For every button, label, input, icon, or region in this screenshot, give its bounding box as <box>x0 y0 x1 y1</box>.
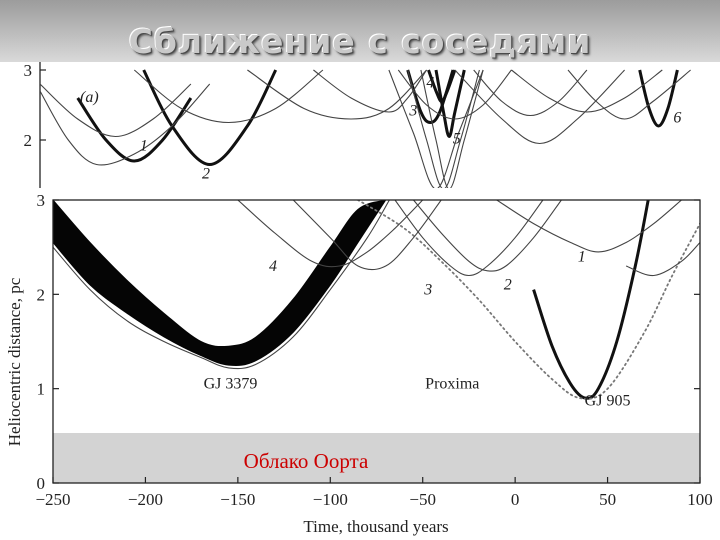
panel-a-curve-5 <box>434 69 466 139</box>
panel-a-curve-11 <box>388 69 484 188</box>
panel-a-curve-17 <box>511 69 663 113</box>
x-tick-label: −100 <box>313 490 348 509</box>
panel-a-curves <box>40 69 691 188</box>
panel-b-curves <box>53 200 700 400</box>
x-tick-label: −150 <box>220 490 255 509</box>
x-tick-label: −50 <box>409 490 436 509</box>
curve-number-label: 3 <box>423 281 432 298</box>
star-name-label: Proxima <box>425 376 479 393</box>
panel-a-curve-8 <box>133 69 324 124</box>
panel-a-curve-18 <box>567 69 691 120</box>
x-tick-label: −250 <box>35 490 70 509</box>
y-tick-label: 2 <box>37 285 46 304</box>
curve-gj-905 <box>532 200 650 400</box>
panel-a-curve-13 <box>420 69 484 188</box>
x-tick-label: 0 <box>511 490 520 509</box>
curve-unlabeled-8 <box>292 200 442 271</box>
curve-3 <box>394 200 544 277</box>
panel-a-y-tick-label: 2 <box>24 131 33 150</box>
y-tick-label: 3 <box>37 191 46 210</box>
y-axis-title: Heliocentric distance, pc <box>5 277 24 446</box>
curve-number-label: 2 <box>504 277 512 294</box>
x-tick-label: 100 <box>687 490 713 509</box>
panel-a-y-ticks: 23 <box>24 61 46 150</box>
curve-proxima <box>357 200 700 400</box>
panel-b-annotations: 1 2 3 4 GJ 3379 Proxima GJ 905 <box>204 248 631 409</box>
panel-a-curve-7 <box>40 83 211 166</box>
x-tick-label: −200 <box>128 490 163 509</box>
x-tick-label: 50 <box>599 490 616 509</box>
panel-b-ticks: −250 −200 −150 −100 −50 0 50 100 0 1 2 3 <box>35 191 712 509</box>
curve-number-label: 4 <box>269 258 277 275</box>
panel-a-curve-label: 1 <box>140 138 148 155</box>
curve-number-label: 1 <box>578 248 586 265</box>
slide-header <box>0 0 720 62</box>
curve-4 <box>237 200 424 268</box>
star-name-label: GJ 3379 <box>204 376 258 393</box>
panel-a-curve-label: 5 <box>453 131 461 148</box>
oort-cloud-band <box>53 433 700 483</box>
slide-title: Сближение с соседями <box>128 22 592 61</box>
panel-a-curve-6 <box>638 69 679 128</box>
panel-a-curve-15 <box>473 69 588 117</box>
panel-b-frame <box>52 199 701 484</box>
curve-1 <box>496 200 682 253</box>
panel-a-curve-2 <box>142 69 278 167</box>
panel-a-curve-6 <box>40 83 192 138</box>
panel-a-curve-14 <box>397 69 512 120</box>
curve-gj-3379 <box>53 200 390 370</box>
panel-a-curve-12 <box>407 69 480 188</box>
curve-2 <box>413 200 562 272</box>
oort-cloud-label: Облако Оорта <box>244 449 369 473</box>
curve-unlabeled-9 <box>625 242 700 277</box>
panel-b: −250 −200 −150 −100 −50 0 50 100 0 1 2 3 1 2 3 4 GJ 337… <box>5 191 713 536</box>
y-tick-label: 0 <box>37 474 46 493</box>
star-name-label: GJ 905 <box>585 393 631 410</box>
panel-a-label: (a) <box>80 89 99 106</box>
panel-a-curve-label: 6 <box>673 110 681 127</box>
panel-a-curve-label: 3 <box>408 103 417 120</box>
panel-a-curve-label: 4 <box>426 75 434 92</box>
x-axis-title: Time, thousand years <box>303 517 448 536</box>
y-tick-label: 1 <box>37 380 46 399</box>
panel-a-curve-labels: 1 2 34 5 6 <box>140 75 682 183</box>
panel-a-curve-9 <box>247 69 427 120</box>
panel-a-curve-16 <box>454 69 625 145</box>
panel-a-y-tick-label: 3 <box>24 61 33 80</box>
panel-a-curve-label: 2 <box>202 166 210 183</box>
